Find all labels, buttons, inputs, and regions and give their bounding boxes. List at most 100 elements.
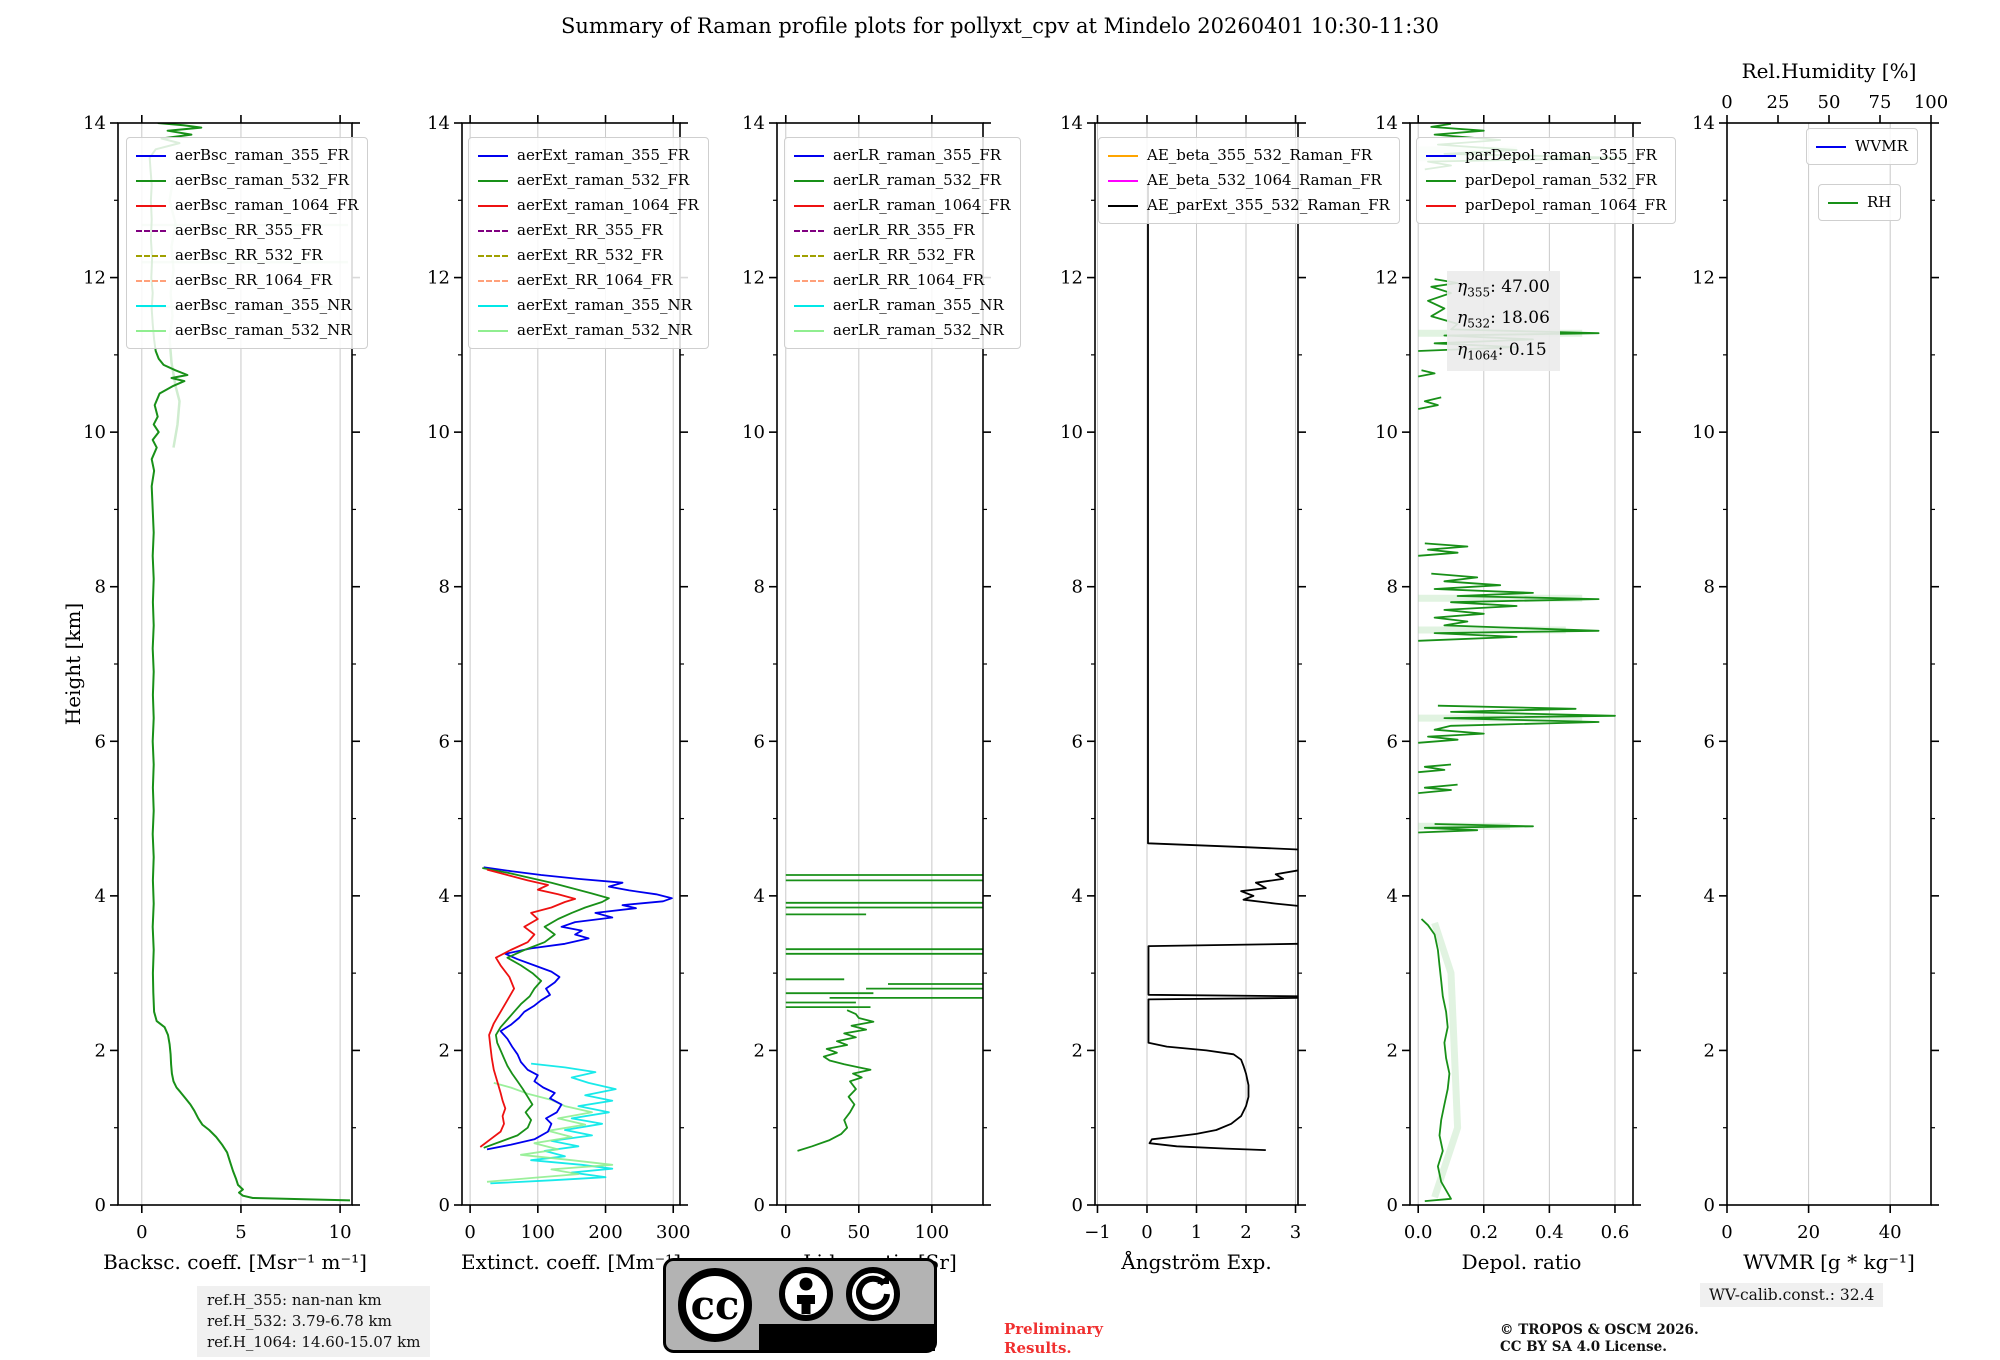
preliminary-line1: Preliminary <box>1004 1320 1103 1338</box>
legend-line-swatch <box>478 204 508 207</box>
x-axis-label-extinction: Extinct. coeff. [Mm⁻¹] <box>461 1250 681 1274</box>
x-tick-label: 5 <box>235 1222 246 1243</box>
x-tick-label: 0.6 <box>1601 1222 1630 1243</box>
legend-item: RH <box>1828 190 1891 215</box>
y-tick-label: 8 <box>754 577 765 598</box>
legend-line-swatch <box>794 304 824 307</box>
y-tick-label: 14 <box>427 113 450 134</box>
eta-calibration-annotation: η355: 47.00 η532: 18.06 η1064: 0.15 <box>1447 271 1560 372</box>
y-tick-label: 10 <box>1060 422 1083 443</box>
legend-label: aerBsc_raman_532_NR <box>175 321 352 339</box>
eta-annotation-line: η1064: 0.15 <box>1457 339 1547 363</box>
y-tick-label: 10 <box>1692 422 1715 443</box>
figure-title: Summary of Raman profile plots for polly… <box>560 14 1440 38</box>
y-tick-label: 2 <box>1704 1040 1715 1061</box>
legend-item: aerBsc_RR_532_FR <box>136 243 358 268</box>
legend-item: aerLR_RR_532_FR <box>794 243 1011 268</box>
legend-item: aerBsc_raman_532_FR <box>136 168 358 193</box>
eta-annotation-line: η355: 47.00 <box>1457 277 1550 300</box>
y-tick-label: 0 <box>95 1195 106 1216</box>
legend-line-swatch <box>136 179 166 182</box>
legend-line-swatch <box>1108 154 1138 157</box>
preliminary-results-note: Preliminary Results. <box>1004 1320 1103 1358</box>
legend-label: aerExt_RR_355_FR <box>517 221 663 239</box>
legend-depol-ratio: parDepol_raman_355_FR parDepol_raman_532_… <box>1416 137 1677 224</box>
legend-line-swatch <box>794 204 824 207</box>
x-tick-label: −1 <box>1084 1222 1111 1243</box>
top-x-tick-label: 50 <box>1818 92 1841 113</box>
y-axis-label: Height [km] <box>61 603 85 725</box>
legend-line-swatch <box>136 304 166 307</box>
legend-item: aerBsc_raman_355_NR <box>136 293 358 318</box>
legend-label: aerLR_RR_532_FR <box>833 246 975 264</box>
x-axis-label-depol-ratio: Depol. ratio <box>1462 1250 1582 1274</box>
legend-item: aerExt_RR_355_FR <box>478 218 699 243</box>
legend-line-swatch <box>794 329 824 332</box>
series-parDepol_raman_532_FR <box>1418 823 1534 834</box>
y-tick-label: 4 <box>95 886 106 907</box>
wv-calibration-constant: WV-calib.const.: 32.4 <box>1700 1283 1884 1307</box>
series-parDepol_raman_532_FR <box>1420 918 1452 1202</box>
legend-line-swatch <box>1426 154 1456 157</box>
badge-black-strip <box>759 1324 935 1351</box>
legend-line-swatch <box>1426 179 1456 182</box>
legend-item: aerExt_raman_532_NR <box>478 318 699 343</box>
legend-label: aerLR_RR_355_FR <box>833 221 975 239</box>
y-tick-label: 6 <box>439 731 450 752</box>
y-tick-label: 10 <box>1375 422 1398 443</box>
legend-label: aerExt_RR_1064_FR <box>517 271 673 289</box>
legend-line-swatch <box>794 229 824 232</box>
y-tick-label: 10 <box>83 422 106 443</box>
y-tick-label: 6 <box>754 731 765 752</box>
legend-item: aerBsc_RR_355_FR <box>136 218 358 243</box>
person-body <box>797 1295 815 1314</box>
legend-line-swatch <box>136 229 166 232</box>
legend-line-swatch <box>1816 145 1846 148</box>
y-tick-label: 2 <box>754 1040 765 1061</box>
badge-sa-label: SA <box>857 1326 889 1351</box>
y-tick-label: 8 <box>1072 577 1083 598</box>
y-tick-label: 8 <box>439 577 450 598</box>
series-aerExt_raman_532_FR <box>482 867 610 1149</box>
cc-circle-icon <box>678 1268 752 1342</box>
legend-extinction: aerExt_raman_355_FR aerExt_raman_532_FR ae… <box>468 137 709 349</box>
legend-label: aerExt_raman_1064_FR <box>517 196 699 214</box>
series-AE_parExt_355_532_Raman_FR <box>1147 997 1298 1151</box>
legend-item: aerBsc_raman_532_NR <box>136 318 358 343</box>
legend-label: aerBsc_raman_355_FR <box>175 146 349 164</box>
top-x-tick-label: 25 <box>1767 92 1790 113</box>
x-tick-label: 0 <box>780 1222 791 1243</box>
legend-label: aerLR_raman_355_NR <box>833 296 1004 314</box>
legend-line-swatch <box>478 154 508 157</box>
legend-item: aerExt_RR_1064_FR <box>478 268 699 293</box>
y-tick-label: 12 <box>742 268 765 289</box>
legend-line-swatch <box>136 204 166 207</box>
y-tick-label: 6 <box>1387 731 1398 752</box>
legend-label: parDepol_raman_532_FR <box>1465 171 1657 189</box>
x-tick-label: 2 <box>1240 1222 1251 1243</box>
legend-label: aerLR_raman_532_NR <box>833 321 1004 339</box>
ref-h-532: ref.H_532: 3.79-6.78 km <box>207 1312 392 1330</box>
series-layer-extinction <box>479 866 673 1185</box>
legend-line-swatch <box>794 179 824 182</box>
legend-label: aerBsc_raman_355_NR <box>175 296 352 314</box>
arrow-arc <box>856 1275 890 1310</box>
legend-label: aerBsc_RR_1064_FR <box>175 271 333 289</box>
x-tick-label: 40 <box>1879 1222 1902 1243</box>
y-tick-label: 12 <box>1692 268 1715 289</box>
x-tick-label: 200 <box>588 1222 622 1243</box>
legend-item: WVMR <box>1816 134 1908 159</box>
legend-line-swatch <box>794 154 824 157</box>
legend-line-swatch <box>478 304 508 307</box>
x-tick-label: 0 <box>1721 1222 1732 1243</box>
y-tick-label: 12 <box>83 268 106 289</box>
top-x-tick-label: 0 <box>1721 92 1732 113</box>
series-AE_parExt_355_532_Raman_FR <box>1147 942 1298 998</box>
x-tick-label: 20 <box>1797 1222 1820 1243</box>
eta-annotation-line: η532: 18.06 <box>1457 308 1550 331</box>
legend-line-swatch <box>794 254 824 257</box>
x-tick-label: 0 <box>464 1222 475 1243</box>
